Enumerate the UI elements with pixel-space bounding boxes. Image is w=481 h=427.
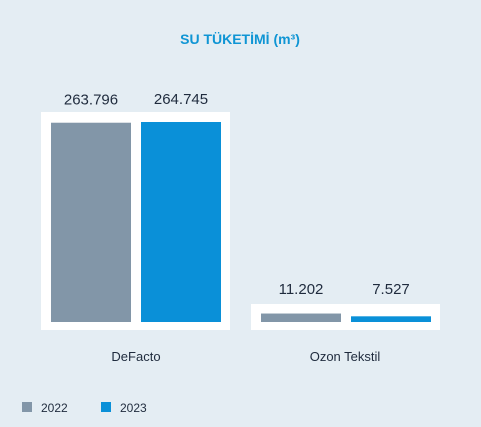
- bar-defacto-2022: [51, 122, 131, 322]
- legend-swatch-2022: [22, 402, 32, 412]
- value-label-ozon-tekstil-2023: 7.527: [372, 281, 410, 298]
- legend-label-2023: 2023: [120, 401, 147, 415]
- legend-label-2022: 2022: [41, 401, 68, 415]
- legend-swatch-2023: [101, 402, 111, 412]
- bar-defacto-2023: [141, 122, 221, 322]
- value-label-defacto-2023: 264.745: [154, 91, 208, 108]
- bar-ozon-tekstil-2022: [261, 313, 341, 322]
- value-labels: 263.796 264.745 11.202 7.527: [64, 91, 410, 298]
- bar-ozon-tekstil-2023: [351, 316, 431, 322]
- category-label-ozon-tekstil: Ozon Tekstil: [310, 349, 381, 364]
- chart-title: SU TÜKETİMİ (m³): [180, 31, 300, 47]
- category-label-defacto: DeFacto: [111, 349, 160, 364]
- value-label-ozon-tekstil-2022: 11.202: [279, 281, 324, 298]
- bar-marks: [51, 122, 431, 322]
- legend: 2022 2023: [22, 401, 147, 415]
- value-label-defacto-2022: 263.796: [64, 92, 118, 109]
